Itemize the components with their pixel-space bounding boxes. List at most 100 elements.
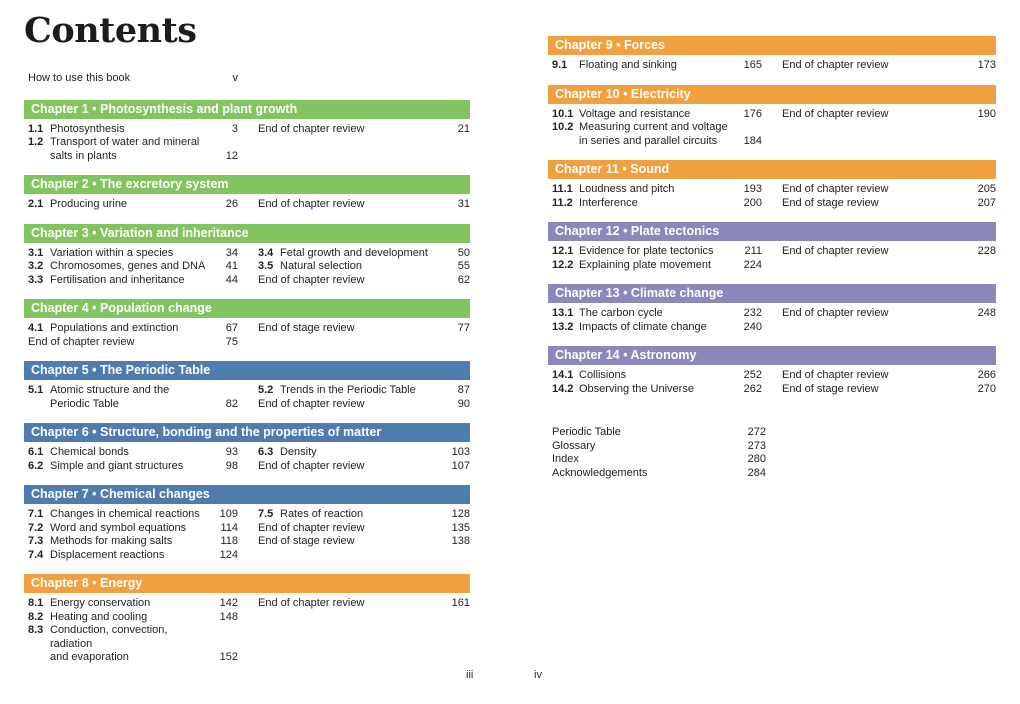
toc-entry-page: 87	[457, 384, 470, 396]
chapter-section: Chapter 9 • Forces 9.1 Floating and sinkin…	[548, 36, 996, 73]
chapter-section: Chapter 4 • Population change 4.1 Populati…	[24, 299, 470, 349]
toc-entry-page: 26	[225, 198, 238, 210]
toc-entry: 6.3 Density 103	[258, 446, 470, 460]
toc-entry-label: Glossary	[552, 439, 596, 452]
toc-entry: End of stage review 138	[258, 535, 470, 549]
toc-entry-label: End of stage review	[782, 196, 879, 209]
toc-entry-label: End of chapter review	[782, 183, 889, 195]
left-chapter-list: Chapter 1 • Photosynthesis and plant gro…	[24, 99, 470, 665]
toc-entry-label: Voltage and resistance	[579, 107, 691, 120]
toc-entry-label: End of chapter review	[258, 597, 365, 609]
chapter-columns: 14.1 Collisions 252 14.2 Observing the Unive…	[548, 369, 996, 396]
toc-entry-page: 75	[225, 335, 238, 348]
toc-entry-label: End of chapter review	[782, 245, 889, 257]
toc-entry: 7.5 Rates of reaction 128	[258, 508, 470, 522]
toc-entry-page: 135	[451, 521, 470, 534]
toc-entry-label: Floating and sinking	[579, 59, 677, 71]
toc-entry-number: 6.1	[28, 446, 44, 458]
toc-entry-page: 176	[743, 107, 762, 120]
toc-entry-label: Chromosomes, genes and DNA	[50, 260, 206, 272]
toc-entry-number: 8.3	[28, 624, 44, 636]
chapter-header-bar: Chapter 7 • Chemical changes	[24, 485, 470, 504]
toc-entry-number: 7.1	[28, 508, 44, 520]
toc-entry-label: End of stage review	[258, 322, 355, 334]
chapter-column-2: End of chapter review 31	[258, 198, 470, 212]
toc-entry-page: 280	[747, 453, 766, 465]
toc-entry-number: 10.2	[552, 121, 574, 133]
chapter-columns: 13.1 The carbon cycle 232 13.2 Impacts of cl…	[548, 307, 996, 334]
toc-entry-label: Producing urine	[50, 198, 128, 210]
toc-entry-label: Methods for making salts	[50, 535, 173, 547]
toc-entry-number: 11.1	[552, 183, 573, 195]
toc-entry: 13.1 The carbon cycle 232	[552, 307, 762, 321]
chapter-column-2: 3.4 Fetal growth and development 50 3.5 Natu…	[258, 247, 470, 288]
chapter-column-1: 5.1 Atomic structure and the Periodic Tab…	[28, 384, 238, 411]
toc-entry-label: End of chapter review	[258, 198, 365, 210]
toc-entry-number: 14.1	[552, 369, 574, 381]
chapter-section: Chapter 14 • Astronomy 14.1 Collisions 252 1…	[548, 346, 996, 396]
folio-left: iii	[466, 669, 474, 681]
toc-entry-label: End of chapter review	[782, 107, 889, 120]
toc-entry-page: 190	[977, 107, 996, 120]
chapter-columns: 3.1 Variation within a species 34 3.2 Chromo…	[24, 247, 470, 288]
toc-entry-page: 124	[219, 548, 238, 561]
toc-entry: 1.1 Photosynthesis 3	[28, 123, 238, 137]
toc-entry-page: 211	[744, 245, 762, 257]
toc-entry-number: 3.4	[258, 246, 274, 259]
toc-entry-label: Conduction, convection, radiation and ev…	[50, 624, 168, 663]
toc-entry-page: 138	[451, 535, 470, 547]
toc-entry-page: 90	[457, 397, 470, 410]
toc-entry-page: 107	[451, 459, 470, 472]
toc-entry: End of stage review 270	[782, 383, 996, 397]
toc-entry-page: 77	[457, 322, 470, 334]
toc-entry: End of chapter review 228	[782, 245, 996, 259]
toc-entry-page: 272	[747, 426, 766, 438]
toc-entry-label: The carbon cycle	[579, 307, 663, 319]
toc-entry-page: 252	[743, 369, 762, 381]
toc-entry-number: 2.1	[28, 198, 44, 210]
toc-entry-page: 173	[977, 59, 996, 71]
toc-entry-label: Rates of reaction	[280, 508, 364, 520]
toc-entry-number: 7.4	[28, 548, 44, 561]
folio-right: iv	[534, 669, 542, 681]
toc-entry-label: Density	[280, 446, 317, 458]
toc-entry-label: Atomic structure and the Periodic Table	[50, 384, 170, 410]
toc-entry-label: Index	[552, 453, 579, 465]
toc-entry-label: End of chapter review	[258, 397, 365, 410]
chapter-section: Chapter 2 • The excretory system 2.1 Produ…	[24, 175, 470, 212]
toc-entry-number: 1.1	[28, 122, 44, 135]
chapter-header-bar: Chapter 10 • Electricity	[548, 84, 996, 104]
toc-entry: 2.1 Producing urine 26	[28, 198, 238, 212]
chapter-column-2: End of chapter review 190	[782, 108, 996, 149]
toc-entry-label: Transport of water and mineral salts in …	[50, 136, 200, 162]
toc-entry-page: 44	[225, 273, 238, 286]
toc-entry-label: Displacement reactions	[50, 548, 165, 561]
toc-entry-number: 6.2	[28, 459, 44, 472]
chapter-header-bar: Chapter 3 • Variation and inheritance	[24, 223, 470, 243]
toc-entry-label: End of chapter review	[258, 521, 365, 534]
toc-entry-number: 4.1	[28, 322, 44, 334]
chapter-column-2: 7.5 Rates of reaction 128 End of chapter re…	[258, 508, 470, 562]
chapter-columns: 5.1 Atomic structure and the Periodic Tab…	[24, 384, 470, 411]
toc-entry: Periodic Table 272	[552, 426, 766, 440]
toc-entry: End of chapter review 266	[782, 369, 996, 383]
chapter-column-2: End of chapter review 228	[782, 245, 996, 272]
toc-entry: End of stage review 77	[258, 322, 470, 336]
chapter-header-bar: Chapter 1 • Photosynthesis and plant gro…	[24, 99, 470, 119]
chapter-column-2: End of chapter review 248	[782, 307, 996, 334]
chapter-column-1: 7.1 Changes in chemical reactions 109 7.2 Wo…	[28, 508, 238, 562]
toc-entry: End of chapter review 190	[782, 108, 996, 122]
chapter-header-bar: Chapter 6 • Structure, bonding and the p…	[24, 423, 470, 442]
front-matter-row: How to use this book v	[28, 72, 238, 86]
toc-entry: End of stage review 207	[782, 197, 996, 211]
toc-entry-page: 193	[743, 183, 762, 195]
toc-entry-page: 200	[743, 196, 762, 209]
toc-entry-page: 41	[225, 260, 238, 272]
chapter-section: Chapter 13 • Climate change 13.1 The carbo…	[548, 284, 996, 334]
toc-entry-page: 55	[457, 260, 470, 272]
page-left: Contents How to use this book v Chapter …	[24, 0, 470, 677]
chapter-header-bar: Chapter 11 • Sound	[548, 160, 996, 179]
toc-entry: 3.2 Chromosomes, genes and DNA 41	[28, 260, 238, 274]
chapter-section: Chapter 5 • The Periodic Table 5.1 Atomic …	[24, 361, 470, 411]
toc-entry-label: Impacts of climate change	[579, 320, 707, 333]
